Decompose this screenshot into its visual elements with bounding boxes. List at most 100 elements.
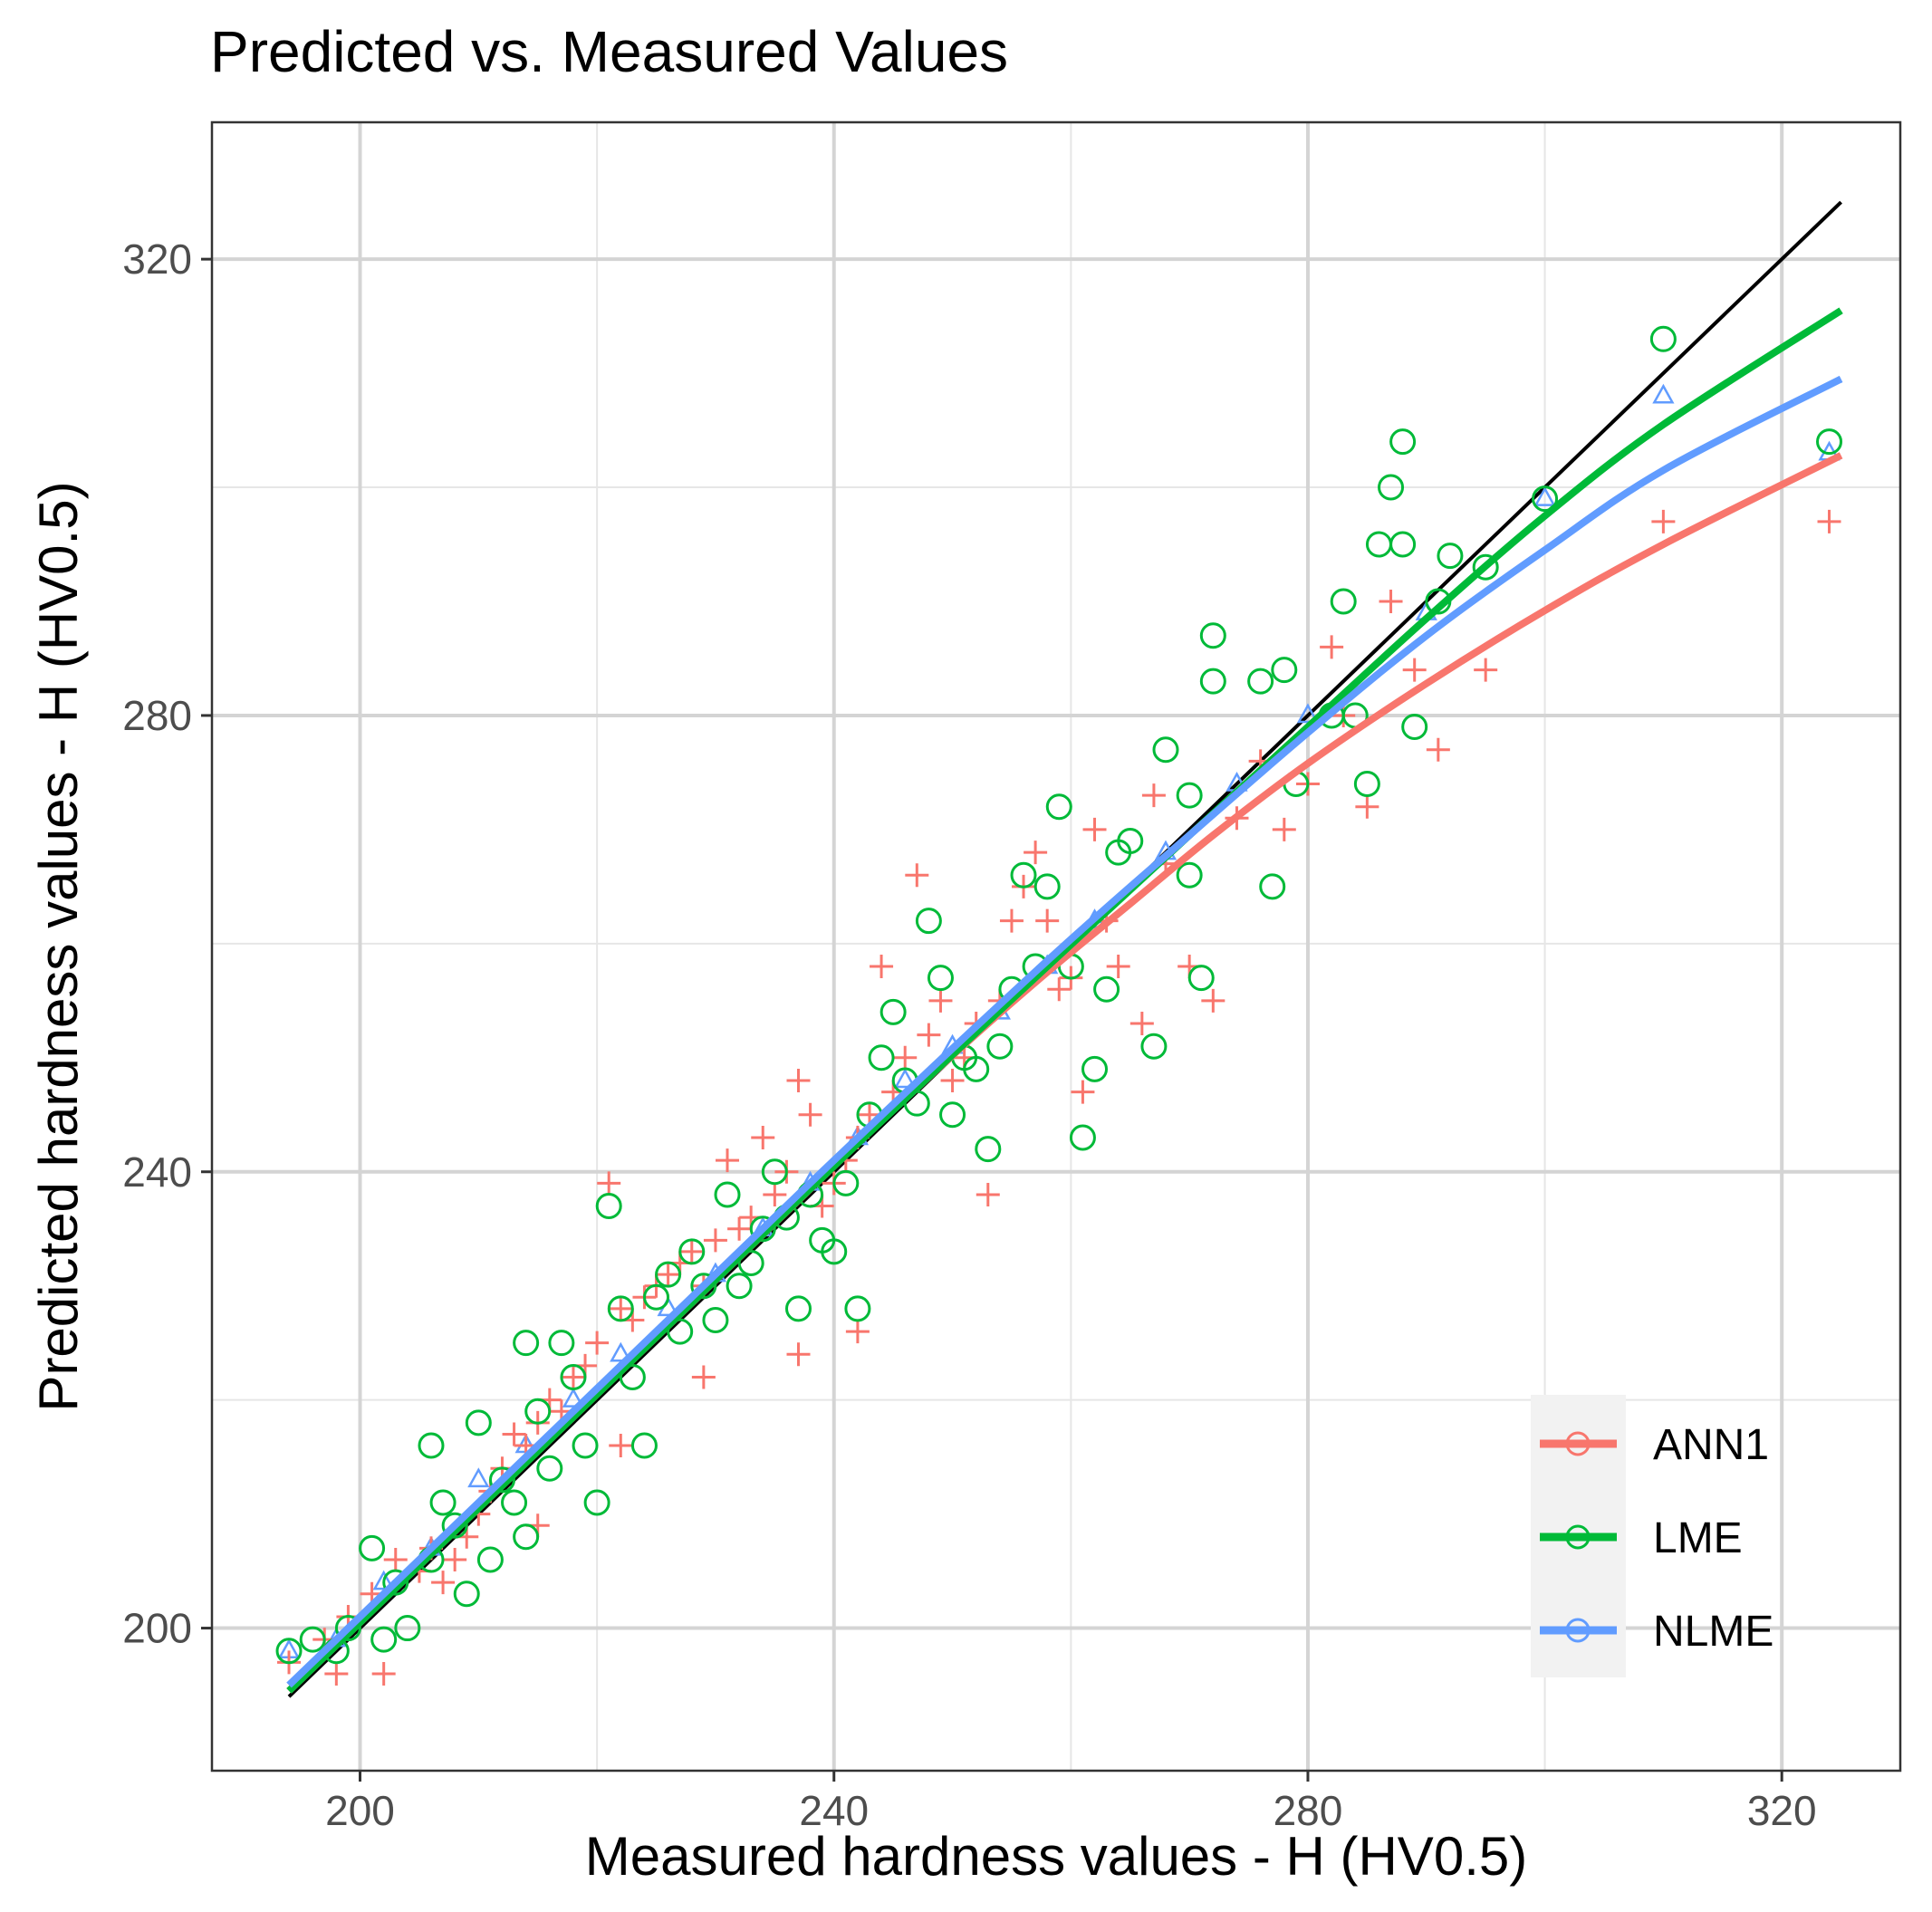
point-ann1	[1426, 737, 1450, 762]
point-lme	[1353, 771, 1380, 798]
point-lme	[963, 1055, 990, 1082]
chart-title: Predicted vs. Measured Values	[210, 19, 1009, 84]
point-lme	[737, 1250, 764, 1277]
point-lme	[1649, 325, 1677, 352]
point-ann1	[383, 1547, 408, 1571]
y-tick-label: 200	[122, 1605, 192, 1652]
point-ann1	[1129, 1012, 1154, 1036]
smooth-curve-nlme	[286, 375, 1843, 1688]
point-lme	[536, 1455, 563, 1482]
point-lme	[583, 1489, 610, 1516]
point-lme	[1187, 965, 1215, 992]
point-ann1	[609, 1296, 633, 1321]
point-lme	[655, 1261, 682, 1288]
point-lme	[749, 1215, 776, 1243]
point-ann1	[431, 1571, 456, 1595]
point-lme	[1271, 657, 1298, 684]
point-lme	[1389, 428, 1417, 456]
point-lme	[1437, 543, 1464, 570]
point-lme	[1117, 827, 1144, 854]
point-lme	[1365, 531, 1392, 558]
point-lme	[1378, 474, 1405, 501]
point-lme	[501, 1489, 528, 1516]
point-lme	[441, 1512, 468, 1539]
point-lme	[690, 1273, 717, 1300]
point-lme	[667, 1318, 694, 1345]
point-ann1	[763, 1182, 787, 1206]
point-ann1	[1402, 658, 1427, 682]
point-lme	[1259, 873, 1286, 900]
point-ann1	[1035, 908, 1060, 933]
legend-label-nlme: NLME	[1653, 1608, 1773, 1656]
point-lme	[359, 1534, 386, 1561]
point-lme	[524, 1398, 552, 1425]
point-lme	[1532, 485, 1559, 513]
point-nlme	[1652, 383, 1675, 404]
point-ann1	[716, 1148, 740, 1173]
point-ann1	[751, 1125, 775, 1149]
legend-label-ann1: ANN1	[1653, 1421, 1769, 1469]
point-lme	[844, 1295, 871, 1322]
point-lme	[678, 1238, 706, 1265]
point-ann1	[727, 1216, 752, 1241]
point-ann1	[1320, 635, 1344, 659]
point-lme	[572, 1432, 599, 1459]
point-lme	[465, 1409, 492, 1436]
x-axis-title: Measured hardness values - H (HV0.5)	[585, 1826, 1527, 1887]
point-ann1	[1141, 783, 1166, 808]
point-lme	[702, 1306, 729, 1333]
point-ann1	[1082, 817, 1107, 841]
point-lme	[1093, 975, 1120, 1003]
point-nlme	[894, 1068, 917, 1089]
point-lme	[1140, 1033, 1168, 1060]
point-ann1	[324, 1661, 349, 1686]
legend-marker-nlme	[1565, 1618, 1591, 1643]
point-lme	[821, 1238, 848, 1265]
x-tick-label: 200	[325, 1787, 395, 1834]
point-lme	[548, 1330, 575, 1357]
point-lme	[784, 1295, 812, 1322]
point-lme	[927, 965, 954, 992]
point-ann1	[561, 1365, 585, 1389]
point-ann1	[585, 1331, 610, 1355]
point-lme	[334, 1615, 361, 1642]
point-ann1	[1272, 817, 1296, 841]
point-nlme	[372, 1570, 395, 1590]
legend-item-lme: LME	[1540, 1514, 1743, 1562]
legend: ANN1 LME NLME	[1531, 1395, 1773, 1677]
point-lme	[513, 1330, 540, 1357]
point-lme	[1069, 1124, 1096, 1151]
point-nlme	[467, 1467, 490, 1488]
point-lme	[560, 1363, 587, 1390]
point-lme	[476, 1546, 504, 1573]
point-ann1	[905, 863, 929, 888]
point-ann1	[703, 1228, 727, 1253]
point-lme	[1152, 736, 1179, 764]
point-ann1	[1106, 955, 1130, 979]
point-ann1	[1047, 977, 1072, 1002]
y-axis-title: Predicted hardness values - H (HV0.5)	[28, 481, 89, 1411]
point-lme	[1247, 668, 1274, 695]
point-lme	[1472, 553, 1499, 581]
legend-marker-lme	[1565, 1524, 1591, 1550]
point-ann1	[1201, 988, 1226, 1013]
axis-ticks: 200 240 280 320 200 240 280 320	[122, 235, 1816, 1834]
point-lme	[370, 1626, 398, 1653]
point-nlme	[1296, 703, 1320, 724]
point-lme	[453, 1581, 480, 1608]
x-tick-label: 280	[1274, 1787, 1343, 1834]
point-ann1	[893, 1045, 918, 1070]
point-lme	[868, 1044, 895, 1071]
point-ann1	[1355, 794, 1379, 819]
x-tick-label: 240	[799, 1787, 869, 1834]
point-lme	[761, 1158, 788, 1186]
point-lme	[1389, 531, 1417, 558]
point-lme	[382, 1569, 409, 1596]
point-lme	[619, 1363, 646, 1390]
point-ann1	[917, 1023, 941, 1047]
point-lme	[1045, 793, 1072, 821]
point-lme	[275, 1638, 303, 1665]
y-tick-label: 320	[122, 235, 192, 283]
point-lme	[429, 1489, 457, 1516]
